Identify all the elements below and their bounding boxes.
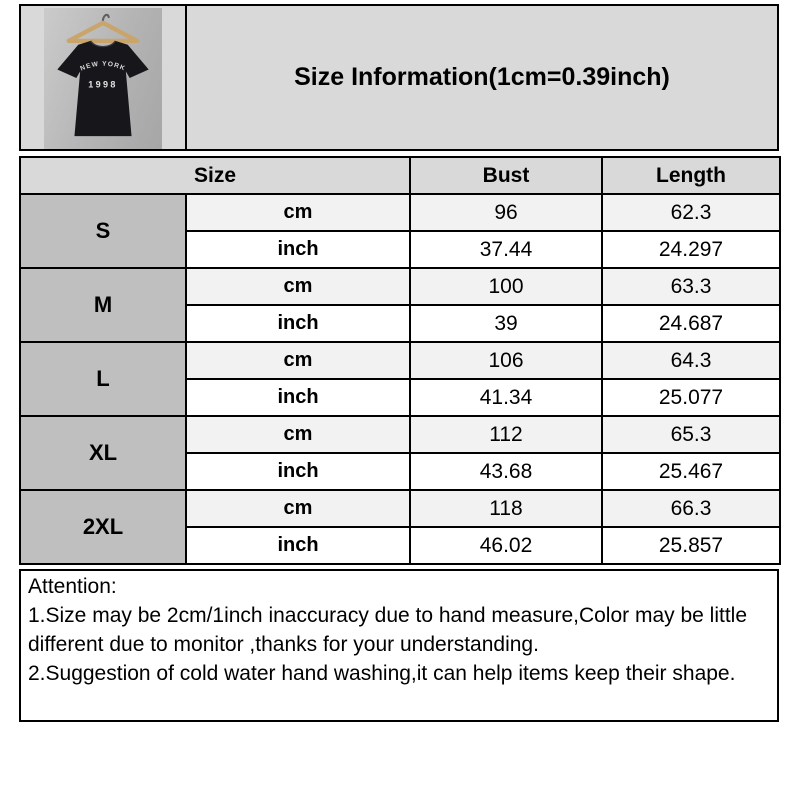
attention-note-1: 1.Size may be 2cm/1inch inaccuracy due t…: [28, 604, 748, 656]
unit-cell: cm: [185, 193, 411, 232]
table-row: inch 41.34 25.077: [20, 378, 781, 417]
page-title: Size Information(1cm=0.39inch): [185, 4, 779, 151]
length-value-cell: 24.297: [601, 230, 781, 269]
unit-cell: cm: [185, 341, 411, 380]
table-row: inch 37.44 24.297: [20, 230, 781, 269]
table-row: inch 39 24.687: [20, 304, 781, 343]
attention-box: Attention: 1.Size may be 2cm/1inch inacc…: [19, 569, 779, 722]
product-photo: NEW YORK 1998: [44, 8, 162, 149]
unit-cell: inch: [185, 526, 411, 565]
column-header-length: Length: [601, 156, 781, 195]
bust-value-cell: 118: [409, 489, 603, 528]
size-label-cell: L: [19, 341, 187, 417]
length-value-cell: 25.077: [601, 378, 781, 417]
unit-cell: cm: [185, 415, 411, 454]
table-row: 2XL cm 118 66.3: [19, 489, 781, 565]
unit-cell: inch: [185, 304, 411, 343]
tshirt-image: NEW YORK 1998: [57, 13, 149, 137]
shirt-print-line2: 1998: [88, 80, 118, 90]
header-band: NEW YORK 1998 Size Information(1cm=0.39i…: [19, 4, 779, 151]
bust-value-cell: 112: [409, 415, 603, 454]
bust-value-cell: 37.44: [409, 230, 603, 269]
length-value-cell: 25.467: [601, 452, 781, 491]
size-label-cell: XL: [19, 415, 187, 491]
length-value-cell: 65.3: [601, 415, 781, 454]
size-label-cell: S: [19, 193, 187, 269]
unit-cell: inch: [185, 378, 411, 417]
unit-cell: inch: [185, 230, 411, 269]
table-row: inch 43.68 25.467: [20, 452, 781, 491]
length-value-cell: 63.3: [601, 267, 781, 306]
bust-value-cell: 46.02: [409, 526, 603, 565]
bust-value-cell: 106: [409, 341, 603, 380]
column-header-bust: Bust: [409, 156, 603, 195]
unit-cell: cm: [185, 489, 411, 528]
unit-cell: inch: [185, 452, 411, 491]
bust-value-cell: 43.68: [409, 452, 603, 491]
length-value-cell: 66.3: [601, 489, 781, 528]
length-value-cell: 24.687: [601, 304, 781, 343]
tshirt-shape: [57, 40, 149, 137]
bust-value-cell: 96: [409, 193, 603, 232]
product-image-cell: NEW YORK 1998: [19, 4, 187, 151]
size-label-cell: 2XL: [19, 489, 187, 565]
tshirt-collar: [90, 40, 116, 48]
hanger-icon: [66, 20, 140, 44]
attention-note-2: 2.Suggestion of cold water hand washing,…: [28, 662, 736, 685]
unit-cell: cm: [185, 267, 411, 306]
size-label-cell: M: [19, 267, 187, 343]
attention-heading: Attention:: [28, 575, 117, 598]
length-value-cell: 64.3: [601, 341, 781, 380]
shirt-print-line1: NEW YORK: [79, 61, 126, 73]
length-value-cell: 62.3: [601, 193, 781, 232]
bust-value-cell: 39: [409, 304, 603, 343]
column-header-size: Size: [19, 156, 411, 195]
table-row: inch 46.02 25.857: [20, 526, 781, 565]
bust-value-cell: 100: [409, 267, 603, 306]
bust-value-cell: 41.34: [409, 378, 603, 417]
table-row: XL cm 112 65.3: [19, 415, 781, 491]
length-value-cell: 25.857: [601, 526, 781, 565]
